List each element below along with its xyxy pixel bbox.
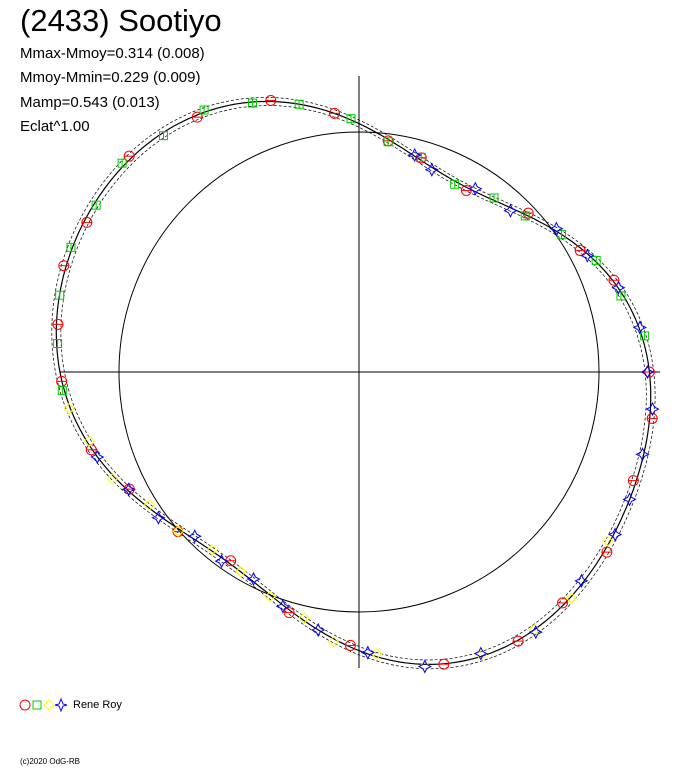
stat-mmax-mmoy: Mmax-Mmoy=0.314 (0.008) [20, 45, 205, 62]
fit-curve-lower [60, 105, 647, 661]
star-point [468, 181, 483, 196]
star-point [622, 492, 637, 507]
star-point [580, 248, 595, 263]
legend-diamond-marker [43, 699, 55, 711]
diamond-point [419, 660, 431, 673]
diamond-point [206, 544, 218, 556]
star-point [608, 527, 623, 542]
diamond-point [601, 535, 614, 547]
diamond-point [143, 499, 156, 511]
star-point [360, 645, 375, 660]
star-point [121, 482, 136, 497]
stat-mmoy-mmin: Mmoy-Mmin=0.229 (0.009) [20, 69, 201, 86]
star-point [473, 646, 488, 661]
star-point [275, 599, 290, 614]
diamond-point [264, 590, 276, 603]
stat-eclat: Eclat^1.00 [20, 118, 90, 135]
legend-observer-label: Rene Roy [73, 699, 122, 711]
diamond-point [475, 649, 488, 661]
diamond-point [565, 592, 578, 604]
star-point [417, 659, 432, 674]
diamond-point [327, 636, 340, 648]
copyright: (c)2020 OdG-RB [20, 757, 81, 766]
star-point [640, 364, 655, 380]
reference-circle [118, 131, 600, 613]
star-point [214, 554, 229, 569]
star-point [90, 449, 105, 465]
star-point [407, 147, 422, 163]
star-point [645, 401, 660, 417]
legend-markers [19, 697, 68, 713]
legend-star-marker [54, 697, 68, 713]
star-point [151, 510, 166, 525]
star-point [424, 162, 439, 177]
star-point [528, 625, 543, 640]
fit-curve-upper [51, 97, 656, 670]
diamond-point [106, 473, 119, 485]
diamond-point [172, 525, 185, 537]
star-point [549, 221, 564, 236]
stat-mamp: Mamp=0.543 (0.013) [20, 94, 160, 111]
star-point [574, 573, 589, 588]
page-title: (2433) Sootiyo [20, 3, 222, 38]
diamond-point [298, 612, 310, 624]
star-point [311, 622, 326, 638]
star-point [635, 447, 650, 462]
star-point [246, 571, 261, 587]
star-point [611, 280, 626, 295]
diamond-point [63, 402, 75, 415]
star-point [632, 320, 647, 335]
star-point [187, 529, 202, 544]
diamond-point [83, 435, 96, 447]
legend-circle-marker [19, 699, 31, 711]
fit-curve [55, 100, 652, 666]
diamond-point [235, 566, 247, 578]
legend-square-marker [32, 700, 42, 710]
star-point [503, 203, 518, 218]
